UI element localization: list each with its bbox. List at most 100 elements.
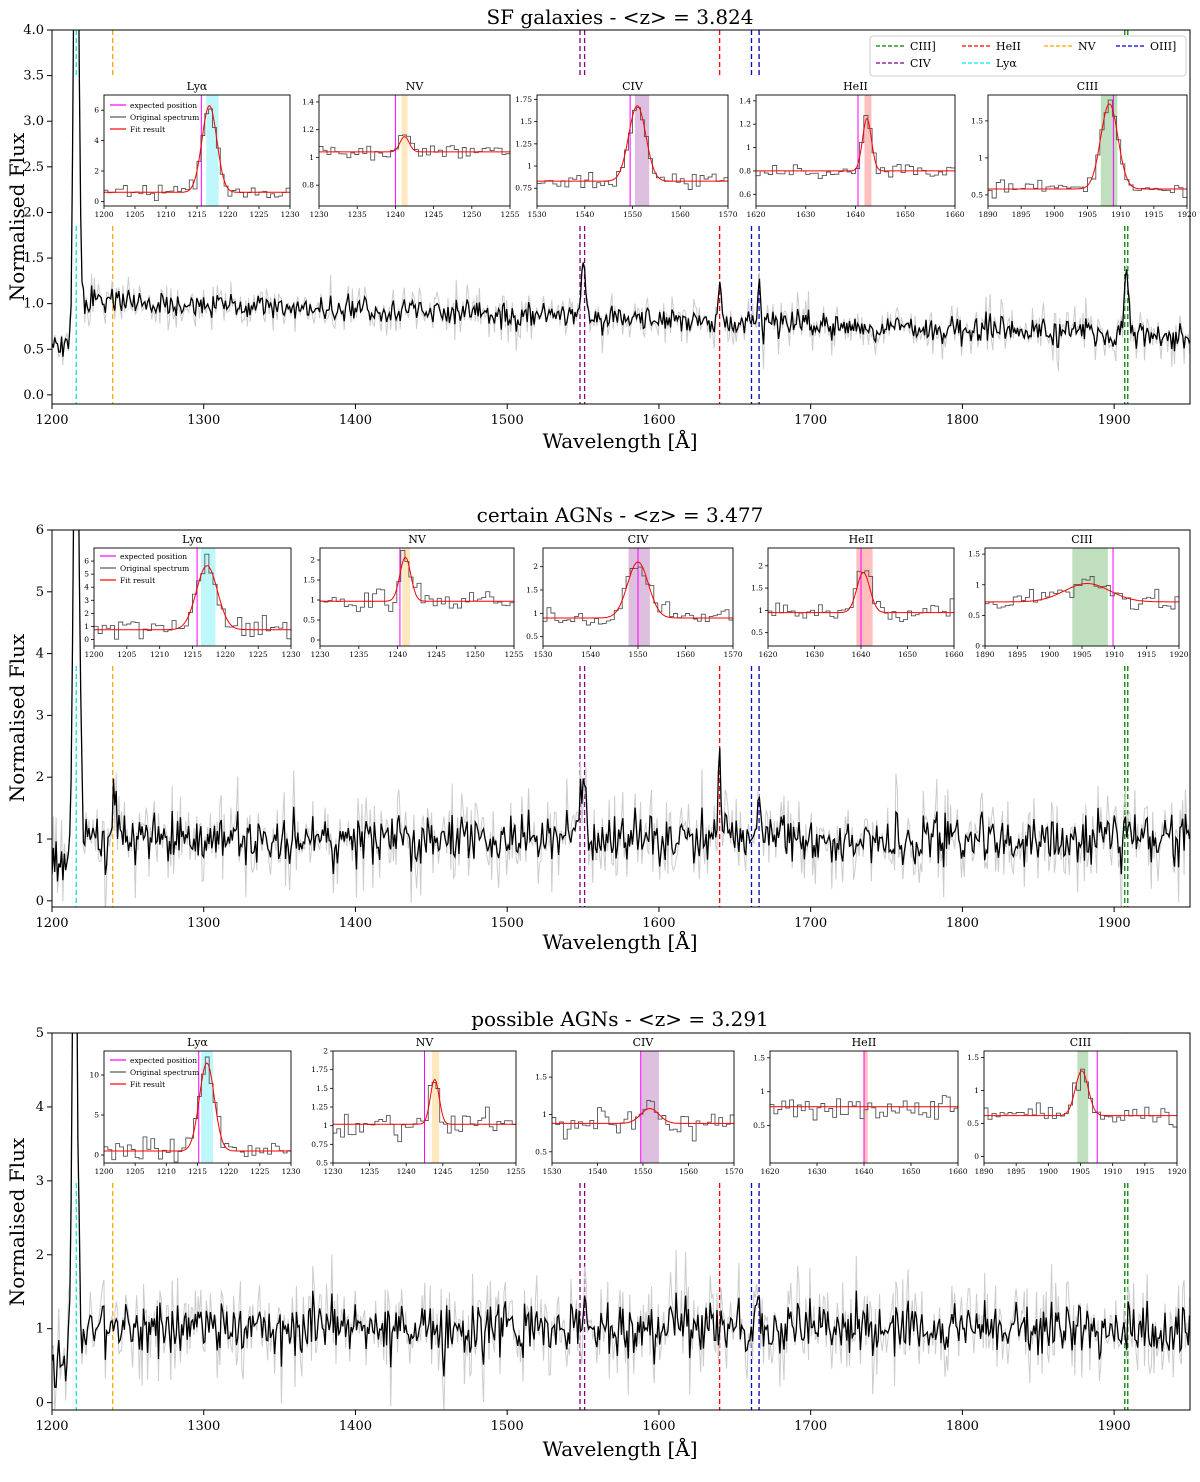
inset-y-tick-label: 10	[89, 1071, 99, 1080]
fit-result-curve	[333, 1078, 516, 1125]
inset-x-tick-label: 1910	[1111, 210, 1130, 219]
inset-x-tick-label: 1210	[157, 1167, 176, 1176]
inset-y-tick-label: 2	[84, 609, 89, 618]
inset-x-tick-label: 1230	[281, 650, 300, 659]
inset-y-tick-label: 1.5	[303, 576, 315, 585]
x-tick-label: 1900	[1098, 916, 1131, 931]
inset-x-tick-label: 1230	[310, 650, 329, 659]
x-tick-label: 1900	[1098, 1419, 1131, 1434]
inset-y-tick-label: 5	[94, 1111, 99, 1120]
inset-x-tick-label: 1215	[183, 650, 202, 659]
inset-heii: HeII 1620 1630 1640 1650 1660 0.5 1 1.5 2	[751, 533, 964, 659]
inset-y-tick-label: 1	[310, 596, 315, 605]
original-spectrum-step	[756, 115, 955, 180]
y-tick-label: 1	[36, 1322, 44, 1337]
inset-y-tick-label: 1.25	[515, 139, 532, 148]
inset-title: Lyα	[187, 1036, 208, 1049]
inset-x-tick-label: 1530	[533, 650, 552, 659]
inset-content	[756, 95, 955, 206]
inset-ciii: CIII 1890 1895 1900 1905 1910 1915 1920 0 0.5 1 1.5	[967, 1036, 1187, 1176]
fit-result-curve	[104, 1062, 291, 1152]
inset-y-tick-label: 1	[542, 1110, 547, 1119]
inset-x-tick-label: 1255	[504, 650, 523, 659]
inset-x-tick-label: 1240	[397, 1167, 416, 1176]
inset-x-tick-label: 1920	[1177, 210, 1196, 219]
inset-x-tick-label: 1570	[723, 650, 742, 659]
fit-result-curve	[985, 583, 1179, 603]
inset-nv: NV 1230 1235 1240 1245 1250 1255 0.8 1 1.2 1.4	[302, 80, 520, 219]
inset-x-tick-label: 1225	[250, 1167, 269, 1176]
inset-y-tick-label: 0.8	[302, 181, 314, 190]
inset-x-tick-label: 1225	[249, 210, 268, 219]
y-axis-label: Normalised Flux	[5, 633, 29, 802]
x-tick-label: 1600	[642, 413, 675, 428]
inset-y-tick-label: 1.75	[515, 95, 532, 104]
inset-x-tick-label: 1640	[846, 210, 865, 219]
inset-y-tick-label: 0.5	[303, 616, 315, 625]
inset-y-tick-label: 1	[974, 1086, 979, 1095]
inset-y-tick-label: 0.5	[316, 1159, 328, 1168]
inset-x-tick-label: 1660	[948, 1167, 967, 1176]
inset-x-tick-label: 1570	[718, 210, 737, 219]
y-tick-label: 3	[36, 708, 44, 723]
inset-y-tick-label: 0.5	[971, 190, 983, 199]
legend-label-lya: Lyα	[996, 57, 1017, 70]
inset-x-tick-label: 1235	[349, 650, 368, 659]
inset-x-tick-label: 1620	[758, 650, 777, 659]
legend-box	[869, 35, 1187, 77]
legend-label-fit: Fit result	[120, 576, 155, 585]
inset-x-tick-label: 1905	[1078, 210, 1097, 219]
inset-y-tick-label: 0.8	[739, 166, 751, 175]
y-tick-label: 1.5	[23, 251, 44, 266]
inset-y-tick-label: 0	[84, 635, 89, 644]
x-tick-label: 1500	[491, 916, 524, 931]
inset-x-tick-label: 1650	[901, 1167, 920, 1176]
fit-band	[640, 1051, 659, 1163]
inset-heii: HeII 1620 1630 1640 1650 1660 0.5 1 1.5	[753, 1036, 968, 1176]
inset-y-tick-label: 1.5	[535, 1073, 547, 1082]
inset-x-tick-label: 1230	[323, 1167, 342, 1176]
fit-result-curve	[537, 105, 728, 182]
x-tick-label: 1800	[946, 916, 979, 931]
panel-sf-galaxies: SF galaxies - <z> = 3.824 Normalised Flu…	[5, 5, 1197, 453]
y-tick-label: 0	[36, 1396, 44, 1411]
original-spectrum-step	[984, 1068, 1177, 1128]
inset-content	[985, 548, 1179, 646]
inset-x-tick-label: 1900	[1045, 210, 1064, 219]
inset-civ: CIV 1530 1540 1550 1560 1570 0.75 1 1.25 1.5 1.75	[515, 80, 737, 219]
inset-x-tick-label: 1220	[218, 210, 237, 219]
inset-x-tick-label: 1660	[944, 650, 963, 659]
inset-y-tick-label: 1	[533, 609, 538, 618]
x-tick-label: 1200	[35, 1419, 68, 1434]
inset-y-tick-label: 0	[974, 1152, 979, 1161]
inset-x-tick-label: 1245	[427, 650, 446, 659]
y-tick-label: 3.5	[23, 69, 44, 84]
inset-lya: Lyα 1200 1205 1210 1215 1220 1225 1230 0 1 2 3 4 5 6 e…	[84, 533, 301, 659]
inset-title: CIV	[633, 1036, 655, 1049]
inset-y-tick-label: 5	[84, 570, 89, 579]
inset-title: CIV	[622, 80, 644, 93]
x-tick-label: 1300	[187, 1419, 220, 1434]
inset-x-tick-label: 1630	[805, 650, 824, 659]
inset-x-tick-label: 1540	[588, 1167, 607, 1176]
fit-result-curve	[768, 572, 954, 614]
fit-band	[634, 95, 650, 206]
x-axis-label: Wavelength [Å]	[542, 929, 697, 954]
inset-y-tick-label: 2	[310, 556, 315, 565]
panel-title: possible AGNs - <z> = 3.291	[471, 1007, 769, 1031]
inset-y-tick-label: 2	[758, 561, 763, 570]
original-spectrum-step	[537, 107, 728, 190]
inset-y-tick-label: 1.2	[302, 125, 314, 134]
inset-x-tick-label: 1630	[807, 1167, 826, 1176]
legend-label-oiii: OIII]	[1150, 40, 1176, 53]
inset-y-tick-label: 1	[84, 622, 89, 631]
inset-background	[104, 95, 290, 206]
x-tick-label: 1700	[794, 413, 827, 428]
original-spectrum-step	[543, 566, 733, 626]
y-tick-label: 3.0	[23, 114, 44, 129]
inset-nv: NV 1230 1235 1240 1245 1250 1255 0.5 0.75 1 1.25 1.…	[311, 1036, 525, 1176]
inset-y-tick-label: 1.5	[971, 116, 983, 125]
y-tick-label: 4.0	[23, 23, 44, 38]
y-tick-label: 2	[36, 770, 44, 785]
